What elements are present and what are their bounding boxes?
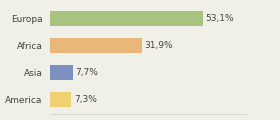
Text: 53,1%: 53,1% <box>206 14 234 23</box>
Bar <box>50 38 142 53</box>
Text: 7,3%: 7,3% <box>74 95 97 104</box>
Bar <box>50 11 204 26</box>
Text: 7,7%: 7,7% <box>75 68 98 77</box>
Bar <box>50 92 71 107</box>
Bar <box>50 65 73 80</box>
Text: 31,9%: 31,9% <box>145 41 173 50</box>
